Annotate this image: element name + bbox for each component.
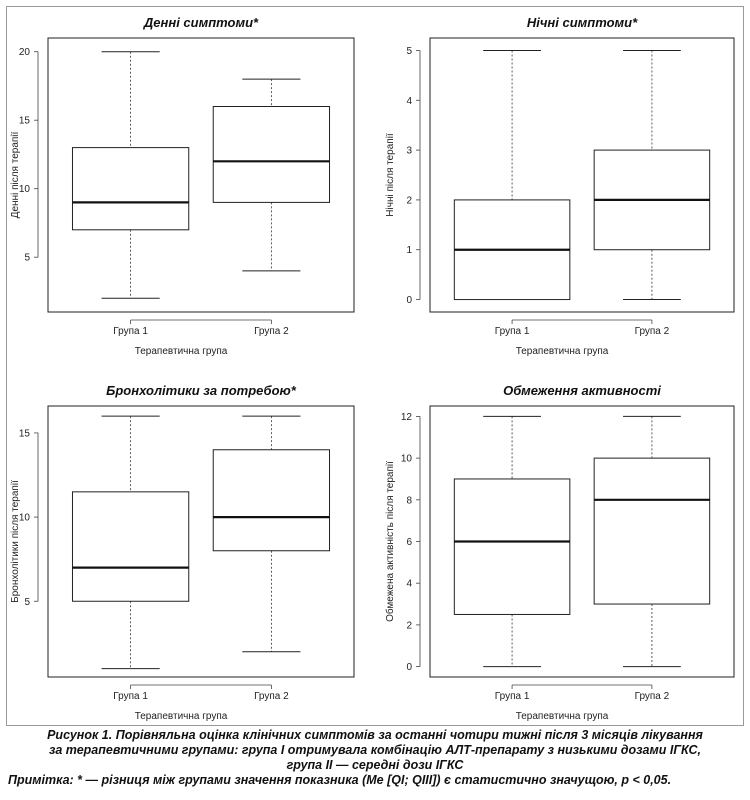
box-iqr: [71, 147, 190, 231]
box-2: [212, 78, 331, 272]
y-tick-label: 2: [406, 195, 412, 206]
boxplot-night-symptoms: Нічні симптоми* 0 1 2 3 4 5 Нічні після терапії…: [385, 15, 735, 357]
box-iqr: [212, 449, 331, 552]
x-tick-label: Група 1: [113, 326, 148, 337]
box-1: [71, 415, 190, 670]
x-axis-label: Терапевтична група: [516, 711, 609, 722]
boxplot-day-symptoms: Денні симптоми* 5 10 15 20 Денні після терапі…: [10, 15, 355, 357]
caption-line-2: за терапевтичними групами: група І отрим…: [48, 743, 702, 757]
chart-title: Денні симптоми*: [143, 15, 259, 30]
figure-frame: [6, 6, 744, 726]
x-axis-label: Терапевтична група: [135, 711, 228, 722]
y-tick-label: 5: [24, 253, 30, 264]
boxplot-bronchodilators: Бронхолітики за потребою* 5 10 15 Бронхоліти…: [10, 383, 355, 722]
box-iqr: [453, 478, 571, 615]
y-tick-label: 5: [24, 597, 30, 608]
y-tick-label: 20: [19, 47, 31, 58]
y-tick-label: 10: [19, 513, 31, 524]
y-tick-label: 0: [406, 662, 412, 673]
y-tick-label: 10: [19, 184, 31, 195]
box-iqr: [71, 491, 190, 602]
chart-title: Нічні симптоми*: [527, 15, 638, 30]
y-tick-label: 2: [406, 620, 412, 631]
x-tick-label: Група 2: [254, 691, 289, 702]
y-tick-label: 5: [406, 46, 412, 57]
box-2: [593, 49, 711, 301]
box-1: [71, 51, 190, 299]
y-tick-label: 0: [406, 295, 412, 306]
y-tick-label: 15: [19, 428, 31, 439]
boxplot-activity-limitation: Обмеження активності 0 2 4 6 8 10 12 Обмежена ак…: [384, 383, 735, 722]
chart-panel-night-symptoms: Нічні симптоми* 0 1 2 3 4 5 Нічні після терапії…: [375, 0, 750, 370]
box-1: [453, 415, 571, 668]
caption-note: Примітка: * — різниця між групами значен…: [8, 773, 672, 787]
x-axis-label: Терапевтична група: [516, 346, 609, 357]
x-tick-label: Група 2: [635, 691, 670, 702]
x-tick-label: Група 1: [495, 691, 530, 702]
caption-line-1: Рисунок 1. Порівняльна оцінка клінічних …: [47, 728, 703, 742]
x-tick-label: Група 1: [113, 691, 148, 702]
box-iqr: [593, 457, 711, 605]
y-tick-label: 4: [406, 579, 412, 590]
y-tick-label: 12: [401, 412, 413, 423]
chart-title: Обмеження активності: [503, 383, 661, 398]
box-2: [593, 415, 711, 668]
figure-caption: Рисунок 1. Порівняльна оцінка клінічних …: [6, 728, 744, 788]
chart-panel-activity-limitation: Обмеження активності 0 2 4 6 8 10 12 Обмежена ак…: [375, 370, 750, 740]
y-axis-label: Бронхолітики після терапії: [10, 480, 21, 603]
y-axis-label: Денні після терапії: [10, 131, 21, 218]
box-iqr: [212, 106, 331, 203]
x-tick-label: Група 1: [495, 326, 530, 337]
y-axis-label: Обмежена активність після терапії: [384, 461, 396, 622]
plot-frame: [47, 405, 355, 678]
y-tick-label: 1: [406, 245, 412, 256]
y-tick-label: 15: [19, 116, 31, 127]
plot-frame: [429, 405, 735, 678]
y-tick-label: 3: [406, 146, 412, 157]
caption-line-3: група ІІ — середні дози ІГКС: [286, 758, 464, 772]
plot-frame: [429, 37, 735, 313]
box-1: [453, 49, 571, 301]
y-tick-label: 10: [401, 454, 413, 465]
y-tick-label: 6: [406, 537, 412, 548]
box-2: [212, 415, 331, 653]
x-tick-label: Група 2: [635, 326, 670, 337]
y-tick-label: 4: [406, 96, 412, 107]
y-tick-label: 8: [406, 495, 412, 506]
x-tick-label: Група 2: [254, 326, 289, 337]
chart-panel-bronchodilators: Бронхолітики за потребою* 5 10 15 Бронхоліти…: [0, 370, 375, 740]
y-axis-label: Нічні після терапії: [385, 133, 396, 217]
plot-frame: [47, 37, 355, 313]
chart-panel-day-symptoms: Денні симптоми* 5 10 15 20 Денні після терапі…: [0, 0, 375, 370]
x-axis-label: Терапевтична група: [135, 346, 228, 357]
chart-title: Бронхолітики за потребою*: [106, 383, 297, 398]
